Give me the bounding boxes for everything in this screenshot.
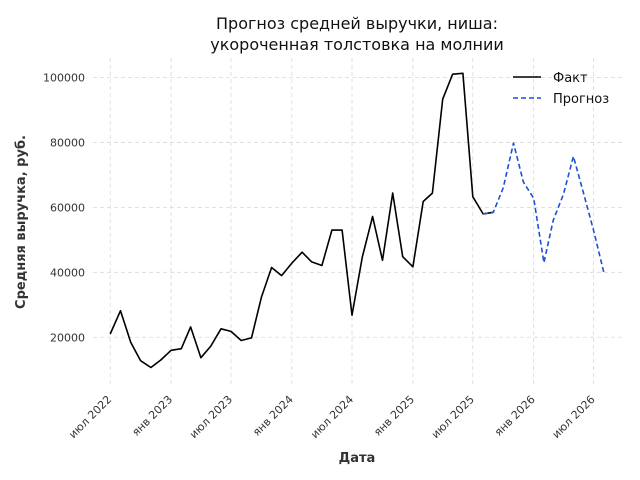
x-tick-label: июл 2023 [187, 393, 235, 441]
x-axis-ticks: июл 2022 янв 2023 июл 2023 янв 2024 июл 2024… [66, 393, 597, 441]
chart-title-line-2: укороченная толстовка на молнии [210, 35, 504, 54]
legend: Факт Прогноз [513, 71, 609, 107]
y-tick-label: 60000 [50, 201, 85, 214]
x-tick-label: июл 2026 [550, 393, 598, 441]
y-axis-ticks: 20000 40000 60000 80000 100000 [43, 71, 85, 344]
x-tick-label: июл 2025 [429, 393, 477, 441]
actual-series-line [109, 72, 494, 369]
series-lines [109, 72, 605, 369]
x-tick-label: июл 2022 [66, 393, 114, 441]
grid [93, 58, 622, 386]
x-tick-label: янв 2025 [371, 393, 417, 439]
x-tick-label: июл 2024 [308, 393, 356, 441]
x-tick-label: янв 2026 [492, 393, 538, 439]
forecast-series-line [482, 142, 605, 273]
y-tick-label: 20000 [50, 331, 85, 344]
y-tick-label: 40000 [50, 266, 85, 279]
y-axis-label: Средняя выручка, руб. [14, 135, 29, 309]
legend-label: Факт [553, 71, 588, 86]
chart-title-line-1: Прогноз средней выручки, ниша: [216, 14, 498, 33]
y-tick-label: 80000 [50, 136, 85, 149]
y-tick-label: 100000 [43, 71, 85, 84]
x-tick-label: янв 2023 [129, 393, 175, 439]
x-tick-label: янв 2024 [250, 393, 296, 439]
chart-title: Прогноз средней выручки, ниша: укороченн… [210, 14, 504, 54]
x-axis-label: Дата [339, 451, 376, 466]
legend-label: Прогноз [553, 92, 609, 107]
